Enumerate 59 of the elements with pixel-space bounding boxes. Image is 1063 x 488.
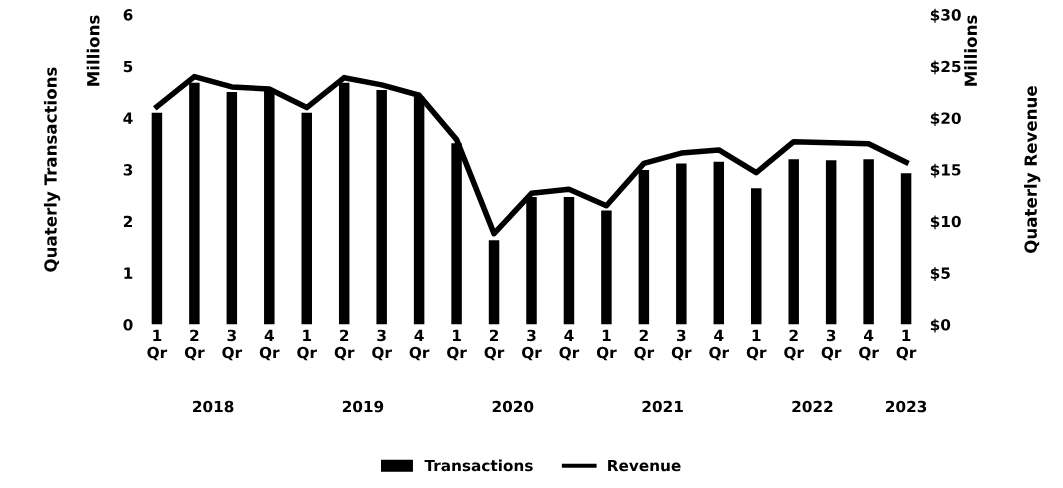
y2-tick-label: $15	[930, 163, 961, 178]
y2-tick-label: $5	[930, 267, 950, 281]
bar	[151, 112, 163, 325]
y2-tick-label: $30	[930, 8, 961, 23]
bar	[825, 160, 837, 325]
y2-axis-title: Quaterly Revenue	[1024, 86, 1041, 253]
text: Millions	[86, 15, 100, 86]
x-tick-label: 1 Qr	[447, 329, 467, 361]
bar	[226, 92, 238, 325]
x-tick-label: 2 Qr	[784, 329, 804, 361]
text: 2018	[193, 400, 234, 413]
x-tick-label: 4 Qr	[409, 329, 430, 361]
x-tick-label: 4 Qr	[709, 329, 730, 361]
legend-label: Transactions	[424, 459, 533, 472]
bar	[900, 173, 912, 325]
x-tick-label: 4 Qr	[259, 329, 280, 361]
y-tick-label: 6	[123, 9, 133, 21]
text: Millions	[964, 15, 978, 86]
x-tick-label: 4 Qr	[859, 329, 879, 361]
y-tick-label: 1	[124, 267, 133, 279]
x-tick-label: 1 Qr	[147, 329, 168, 361]
bar	[788, 159, 799, 325]
bar	[751, 188, 762, 325]
x-tick-label: 2 Qr	[184, 329, 205, 361]
x-tick-label: 1 Qr	[297, 329, 317, 361]
bar	[563, 196, 575, 325]
x-tick-label: 2 Qr	[334, 329, 355, 361]
bar	[676, 163, 687, 325]
y-axis-title: Quaterly Transactions	[43, 67, 61, 272]
y-tick-label: 4	[123, 112, 133, 124]
text: 2019	[342, 400, 384, 413]
x-tick-label: 1 Qr	[896, 329, 917, 361]
text: 2020	[492, 400, 534, 413]
x-tick-label: 3 Qr	[821, 329, 842, 361]
x-tick-label: 4 Qr	[559, 329, 580, 361]
x-tick-label: 3 Qr	[671, 329, 692, 361]
y-tick-label: 0	[123, 318, 133, 331]
bar	[863, 159, 874, 325]
y-tick-label: 2	[123, 215, 132, 228]
y2-tick-label: $20	[930, 112, 961, 126]
x-tick-label: 1 Qr	[746, 329, 767, 361]
x-tick-label: 3 Qr	[222, 329, 243, 361]
bar	[301, 112, 312, 325]
x-tick-label: 2 Qr	[484, 329, 505, 361]
x-tick-label: 2 Qr	[634, 329, 655, 361]
bar	[488, 240, 500, 325]
x-tick-label: 3 Qr	[372, 329, 392, 361]
bar	[713, 161, 725, 325]
y-tick-label: 3	[123, 164, 133, 176]
text: 2023	[886, 400, 927, 413]
text: 2022	[792, 400, 833, 413]
y-tick-label: 5	[123, 60, 133, 73]
legend-label: Revenue	[608, 459, 681, 472]
text: 2021	[642, 400, 683, 413]
x-tick-label: 1 Qr	[596, 329, 617, 361]
y2-tick-label: $0	[930, 318, 951, 333]
y2-tick-label: $25	[930, 60, 961, 75]
y2-tick-label: $10	[930, 215, 961, 230]
x-tick-label: 3 Qr	[522, 329, 542, 361]
